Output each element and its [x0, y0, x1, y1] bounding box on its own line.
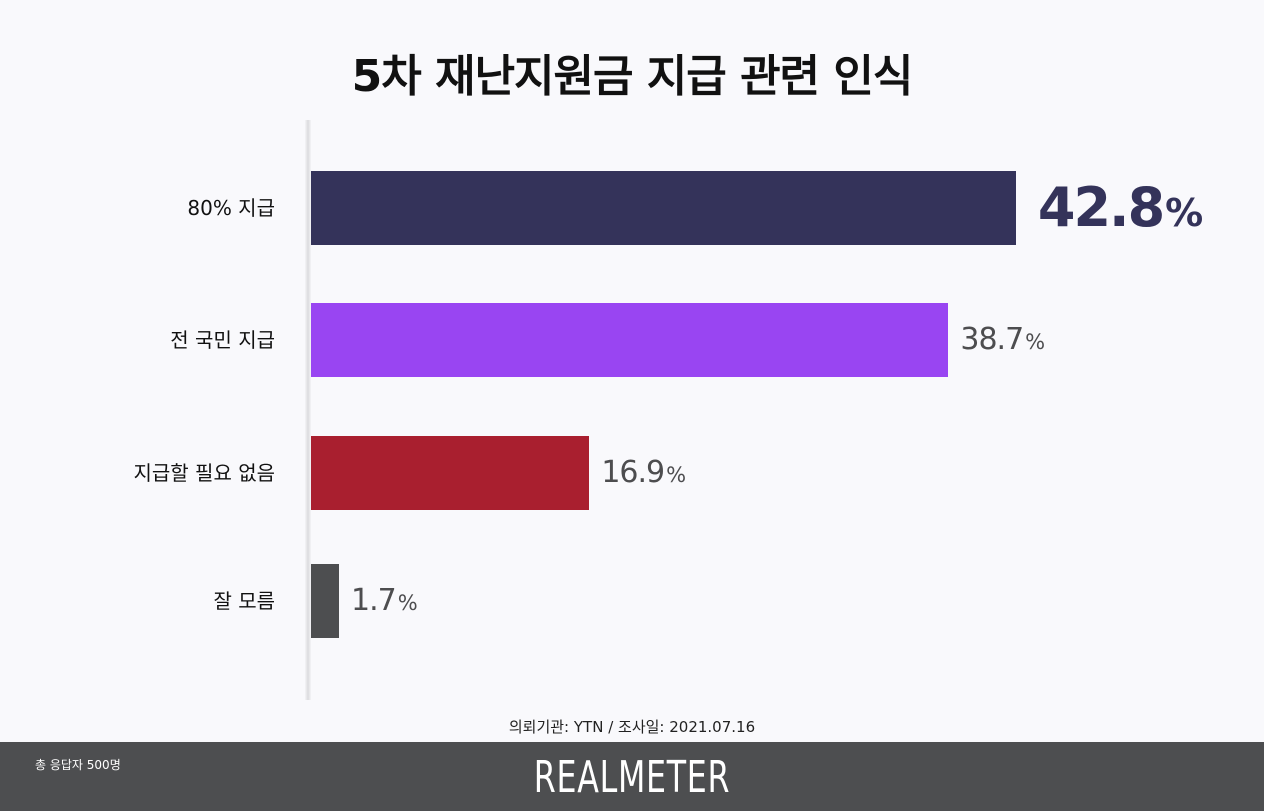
brand-logo: REALMETER	[533, 752, 731, 803]
value-number: 1.7	[350, 583, 397, 618]
value-label: 1.7%	[350, 583, 418, 621]
value-unit: %	[1025, 330, 1045, 354]
value-unit: %	[397, 591, 418, 615]
category-label: 80% 지급	[187, 196, 275, 220]
bar	[311, 436, 590, 510]
value-unit: %	[666, 463, 686, 487]
bar	[311, 171, 1016, 245]
source-note: 의뢰기관: YTN / 조사일: 2021.07.16	[508, 718, 756, 736]
value-number: 42.8	[1037, 176, 1165, 239]
category-label: 지급할 필요 없음	[133, 461, 275, 485]
value-label: 38.7%	[960, 322, 1045, 360]
value-unit: %	[1165, 191, 1203, 235]
value-number: 38.7	[960, 322, 1024, 357]
respondent-count: 총 응답자 500명	[35, 758, 121, 772]
category-label: 잘 모름	[213, 589, 275, 613]
footer-bar: 총 응답자 500명 REALMETER	[0, 742, 1264, 811]
bar	[311, 564, 339, 638]
axis-line	[305, 120, 311, 700]
value-label: 42.8%	[1037, 176, 1203, 244]
bar	[311, 303, 949, 377]
value-label: 16.9%	[601, 455, 686, 493]
category-label: 전 국민 지급	[170, 328, 275, 352]
chart-title: 5차 재난지원금 지급 관련 인식	[351, 51, 914, 102]
value-number: 16.9	[601, 455, 665, 490]
